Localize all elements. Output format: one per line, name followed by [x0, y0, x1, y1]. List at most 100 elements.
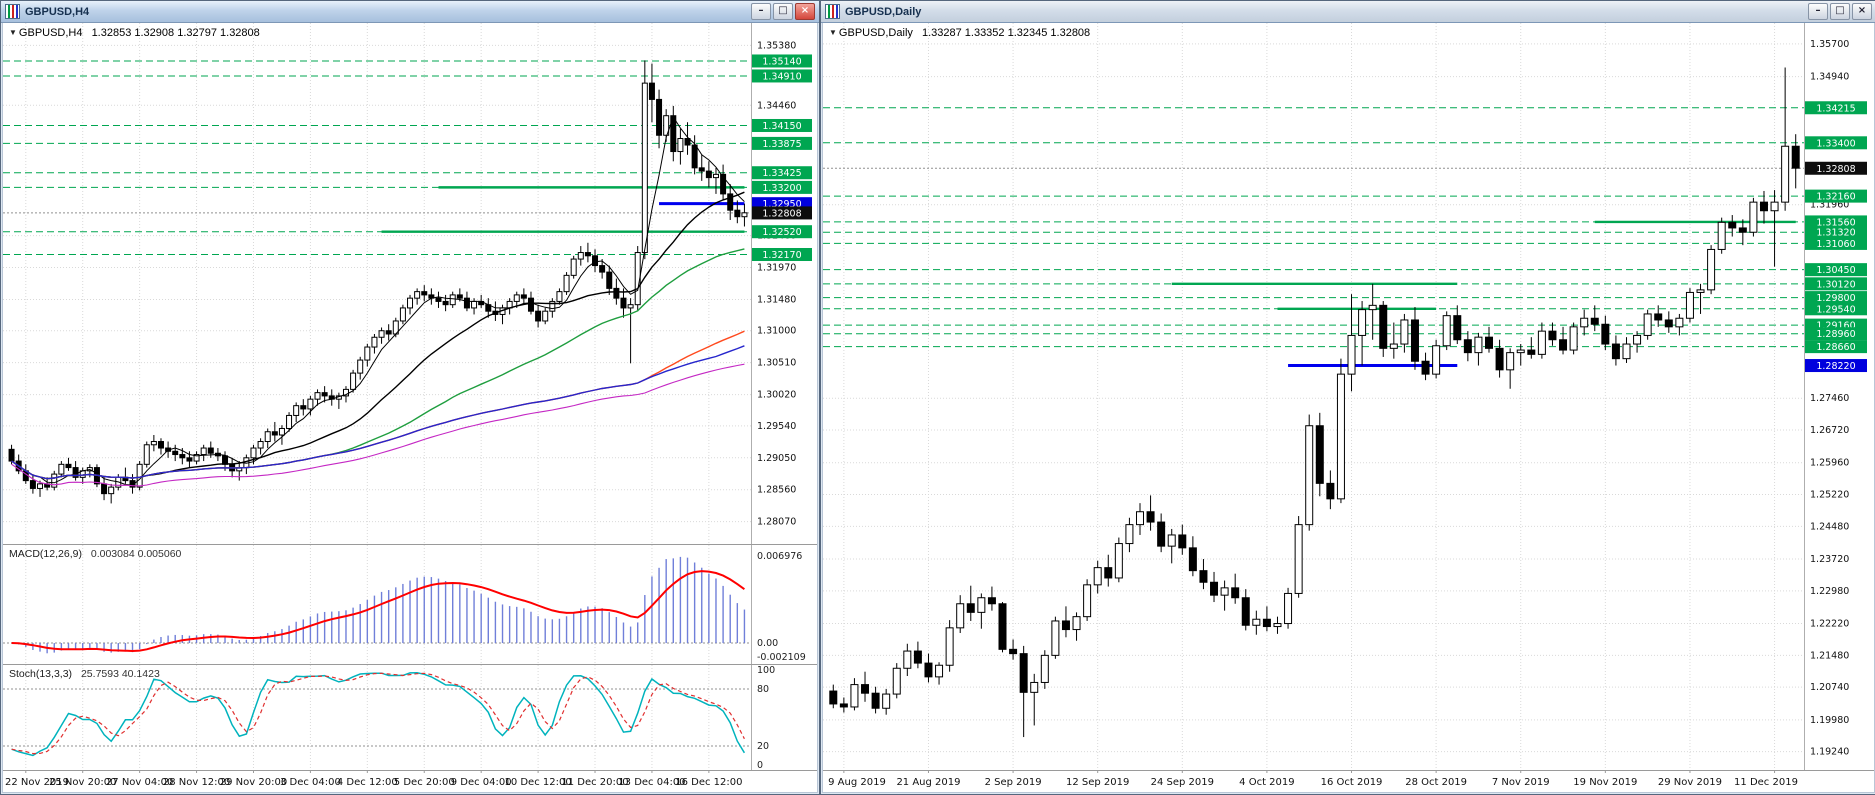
- window-titlebar[interactable]: GBPUSD,H4 – □ ×: [1, 1, 819, 23]
- level-price-badge: 1.33400: [1805, 136, 1867, 150]
- svg-text:1.30510: 1.30510: [757, 358, 796, 369]
- chart-area-h4[interactable]: 1.353801.344601.324601.319701.314801.310…: [3, 23, 817, 792]
- svg-text:1.31560: 1.31560: [1816, 217, 1855, 228]
- window-titlebar[interactable]: GBPUSD,Daily – □ ×: [821, 1, 1875, 23]
- time-axis-label: 4 Dec 12:00: [337, 777, 398, 788]
- symbol-collapse-icon: ▼: [829, 28, 837, 37]
- svg-text:1.22980: 1.22980: [1810, 586, 1849, 597]
- stoch-pane-label: Stoch(13,3,3) 25.7593 40.1423: [9, 668, 160, 680]
- svg-text:1.22220: 1.22220: [1810, 619, 1849, 630]
- level-price-badge: 1.28960: [1805, 327, 1867, 341]
- current-price-badge: 1.32808: [1805, 161, 1867, 175]
- chart-window-icon: [5, 4, 20, 19]
- time-axis-label: 29 Nov 2019: [1658, 777, 1722, 788]
- chart-area-daily[interactable]: 1.35700 1.34940 1.31960 1.27460 1.26720 1.259…: [823, 23, 1874, 792]
- price-scale: 1.35700 1.34940 1.31960 1.27460 1.26720 1.259…: [1804, 23, 1867, 770]
- chart-ohlc-values: 1.33287 1.33352 1.32345 1.32808: [921, 27, 1091, 39]
- svg-text:1.32950: 1.32950: [762, 199, 801, 210]
- stoch-indicator-values: 25.7593 40.1423: [80, 668, 160, 680]
- svg-text:1.25220: 1.25220: [1810, 490, 1849, 501]
- price-scale: 1.353801.344601.324601.319701.314801.310…: [751, 23, 812, 770]
- time-axis-label: 5 Dec 20:00: [394, 777, 455, 788]
- time-axis-label: 3 Dec 04:00: [280, 777, 341, 788]
- svg-text:1.24480: 1.24480: [1810, 521, 1849, 532]
- time-axis-label: 10 Dec 12:00: [504, 777, 571, 788]
- svg-text:1.35700: 1.35700: [1810, 39, 1849, 50]
- macd-signal-line: [11, 570, 745, 653]
- time-axis-label: 9 Aug 2019: [828, 777, 886, 788]
- level-price-badge: 1.33875: [752, 136, 812, 150]
- svg-text:1.32160: 1.32160: [1816, 192, 1855, 203]
- svg-text:1.33400: 1.33400: [1816, 138, 1855, 149]
- level-price-badge: 1.31560: [1805, 215, 1867, 229]
- svg-text:1.34150: 1.34150: [762, 121, 801, 132]
- chart-symbol-label: GBPUSD,H4: [18, 27, 83, 39]
- chart-window-icon: [825, 4, 840, 19]
- svg-text:1.30120: 1.30120: [1816, 279, 1855, 290]
- svg-text:1.34940: 1.34940: [1810, 72, 1849, 83]
- restore-button[interactable]: □: [1830, 3, 1850, 20]
- svg-text:1.30020: 1.30020: [757, 390, 796, 401]
- time-axis-label: 16 Dec 12:00: [675, 777, 742, 788]
- level-price-badge: 1.28660: [1805, 340, 1867, 354]
- svg-text:1.31320: 1.31320: [1816, 228, 1855, 239]
- svg-text:1.32808: 1.32808: [1816, 164, 1855, 175]
- svg-text:-0.002109: -0.002109: [757, 652, 806, 663]
- svg-text:1.32170: 1.32170: [762, 250, 801, 261]
- time-axis-label: 29 Nov 20:00: [220, 777, 287, 788]
- time-axis-label: 22 Nov 2019: [5, 777, 69, 788]
- svg-text:80: 80: [757, 684, 769, 695]
- svg-text:1.35140: 1.35140: [762, 56, 801, 67]
- svg-text:1.28560: 1.28560: [757, 485, 796, 496]
- level-price-badge: 1.35140: [752, 54, 812, 68]
- svg-text:1.28220: 1.28220: [1816, 361, 1855, 372]
- window-controls: – □ ×: [1808, 3, 1872, 20]
- window-title: GBPUSD,Daily: [845, 5, 922, 18]
- daily-chart-canvas[interactable]: 1.35700 1.34940 1.31960 1.27460 1.26720 1.259…: [823, 23, 1874, 792]
- h4-chart-canvas[interactable]: 1.353801.344601.324601.319701.314801.310…: [3, 23, 817, 792]
- level-price-badge: 1.33425: [752, 166, 812, 180]
- level-price-badge: 1.30120: [1805, 277, 1867, 291]
- level-price-badge: 1.29800: [1805, 291, 1867, 305]
- svg-text:1.31000: 1.31000: [757, 326, 796, 337]
- level-price-badge: 1.29540: [1805, 302, 1867, 316]
- time-axis-label: 11 Dec 2019: [1734, 777, 1798, 788]
- time-axis-label: 7 Nov 2019: [1492, 777, 1550, 788]
- grid: [823, 23, 1804, 770]
- current-price-badge: 1.32808: [752, 206, 812, 220]
- svg-text:1.19240: 1.19240: [1810, 747, 1849, 758]
- time-axis-label: 4 Oct 2019: [1239, 777, 1294, 788]
- svg-text:1.25960: 1.25960: [1810, 458, 1849, 469]
- level-price-badge: 1.31060: [1805, 236, 1867, 250]
- svg-text:1.34460: 1.34460: [757, 100, 796, 111]
- svg-text:1.34215: 1.34215: [1816, 103, 1855, 114]
- stoch-main-line: [11, 672, 746, 757]
- macd-histogram: [17, 556, 746, 654]
- restore-button[interactable]: □: [773, 3, 793, 20]
- svg-text:1.31970: 1.31970: [757, 263, 796, 274]
- svg-text:1.28660: 1.28660: [1816, 342, 1855, 353]
- time-axis: 9 Aug 2019 21 Aug 2019 2 Sep 2019 12 Sep 20…: [823, 770, 1874, 788]
- minimize-button[interactable]: –: [751, 3, 771, 20]
- time-axis-label: 16 Oct 2019: [1321, 777, 1383, 788]
- svg-text:0.00: 0.00: [757, 638, 778, 649]
- minimize-button[interactable]: –: [1808, 3, 1828, 20]
- chart-symbol-label: GBPUSD,Daily: [838, 27, 913, 39]
- support-resistance-levels: [3, 60, 751, 256]
- chart-window-gbpusd-h4[interactable]: GBPUSD,H4 – □ × 1.353801.344601.324601.3…: [0, 0, 820, 795]
- level-price-badge: 1.33200: [752, 180, 812, 194]
- macd-pane-label: MACD(12,26,9) 0.003084 0.005060: [9, 548, 181, 560]
- svg-text:1.29540: 1.29540: [757, 421, 796, 432]
- time-axis-label: 2 Sep 2019: [985, 777, 1042, 788]
- svg-text:100: 100: [757, 665, 775, 676]
- svg-text:1.33875: 1.33875: [762, 139, 801, 150]
- chart-window-gbpusd-daily[interactable]: GBPUSD,Daily – □ × 1.35700 1.34940 1.31960…: [820, 0, 1875, 795]
- close-button[interactable]: ×: [795, 3, 815, 20]
- svg-text:1.23720: 1.23720: [1810, 554, 1849, 565]
- close-button[interactable]: ×: [1852, 3, 1872, 20]
- stochastic-pane: 100 80 20 0: [3, 664, 817, 771]
- svg-text:1.21480: 1.21480: [1810, 650, 1849, 661]
- svg-text:1.35380: 1.35380: [757, 40, 796, 51]
